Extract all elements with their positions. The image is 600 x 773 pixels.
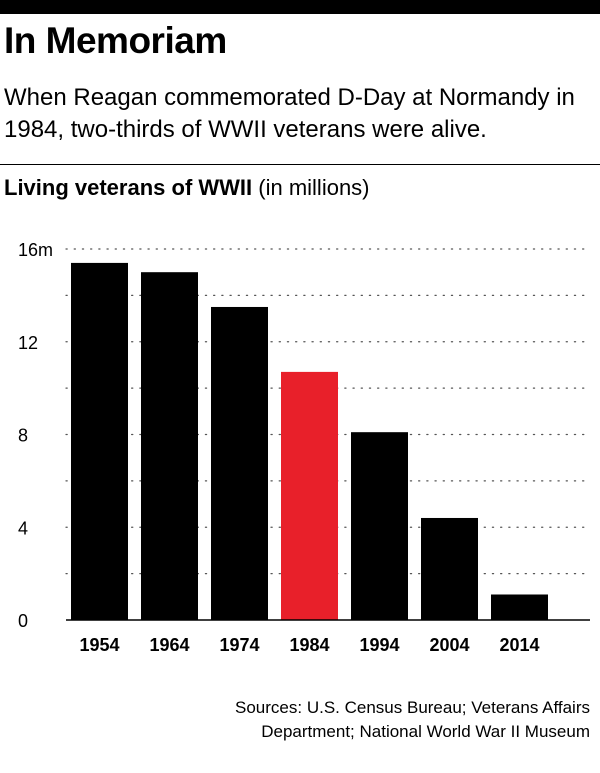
x-tick-label: 1964 [149,635,189,655]
y-tick-label: 8 [18,426,28,446]
top-rule [0,0,600,14]
source-line-2: Department; National World War II Museum [261,722,590,741]
source-note: Sources: U.S. Census Bureau; Veterans Af… [30,696,590,744]
x-tick-label: 1954 [79,635,119,655]
x-tick-label: 2014 [499,635,539,655]
y-tick-label: 16m [18,240,53,260]
bar [351,432,408,620]
bar [281,371,338,620]
x-tick-label: 1994 [359,635,399,655]
bar [211,306,268,620]
chart-title-main: Living veterans of WWII [4,175,253,200]
x-tick-label: 2004 [429,635,469,655]
page-title: In Memoriam [4,20,227,61]
page-subtitle: When Reagan commemorated D-Day at Norman… [4,84,575,143]
source-line-1: Sources: U.S. Census Bureau; Veterans Af… [235,698,590,717]
y-tick-label: 4 [18,518,28,538]
x-tick-label: 1984 [289,635,329,655]
y-tick-label: 12 [18,333,38,353]
chart-title: Living veterans of WWII (in millions) [4,175,370,201]
bar [421,517,478,620]
bar [71,262,128,620]
chart-title-unit: (in millions) [258,175,370,200]
y-tick-label: 0 [18,611,28,631]
bar-chart: 0 4 8 12 16m 1954 1964 1974 1984 1994 2004 2014 [18,240,591,655]
bar [491,594,548,620]
x-tick-label: 1974 [219,635,259,655]
bar [141,272,198,620]
section-divider [0,164,600,165]
